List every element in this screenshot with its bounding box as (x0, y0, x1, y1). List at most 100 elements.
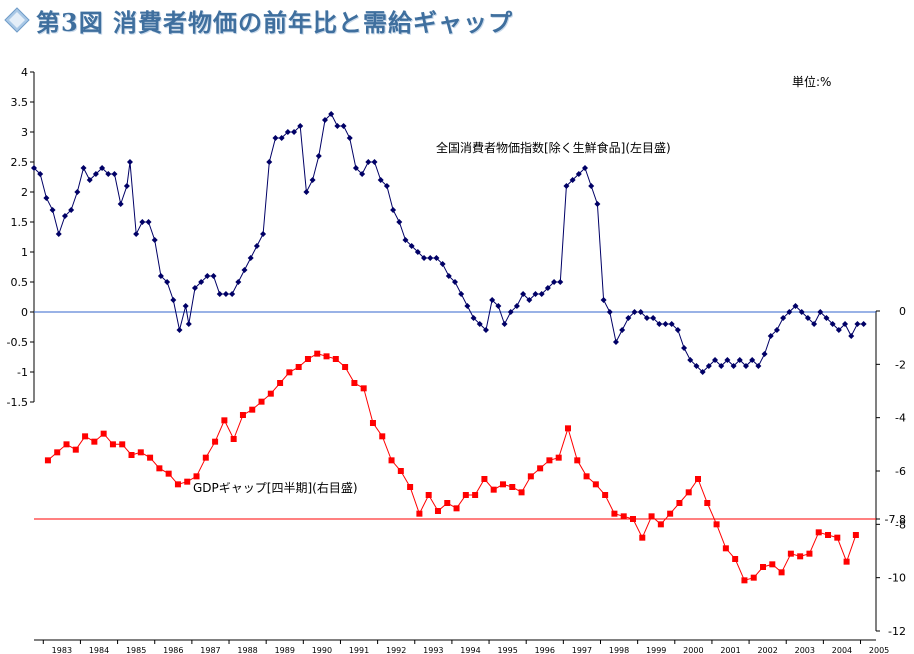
gdp-gap-point (834, 534, 841, 541)
right-tick-label: -8 (895, 518, 906, 531)
x-tick-label: 2002 (757, 646, 777, 654)
cpi-point (37, 171, 44, 177)
cpi-point (365, 159, 372, 165)
series-layer (31, 111, 867, 584)
cpi-point (321, 117, 328, 123)
cpi-point (749, 357, 756, 363)
x-tick-label: 1987 (200, 646, 220, 654)
cpi-point (176, 327, 183, 333)
gdp-gap-point (564, 425, 571, 432)
cpi-point (377, 177, 384, 183)
gdp-gap-point (583, 473, 590, 480)
gdp-gap-point (676, 500, 683, 506)
cpi-point (235, 279, 242, 285)
cpi-point (126, 159, 133, 165)
gdp-gap-point (732, 556, 739, 562)
cpi-point (705, 363, 712, 369)
cpi-point (551, 279, 558, 285)
cpi-point (222, 291, 229, 297)
gdp-gap-point (574, 457, 581, 464)
cpi-point (49, 207, 56, 213)
cpi-point (594, 201, 601, 207)
cpi-point (182, 303, 189, 309)
gdp-gap-point (221, 417, 228, 424)
cpi-point (482, 327, 489, 333)
cpi-point (164, 279, 171, 285)
cpi-point (414, 249, 421, 255)
cpi-point (191, 285, 198, 291)
gdp-gap-point (490, 486, 497, 493)
cpi-point (309, 177, 316, 183)
cpi-point (773, 327, 780, 333)
gdp-gap-point (332, 356, 339, 362)
left-tick-label: 3.5 (11, 96, 29, 109)
cpi-point (860, 321, 867, 327)
gdp-gap-point (555, 454, 562, 461)
gdp-gap-point (434, 508, 441, 514)
gdp-gap-point (165, 470, 172, 477)
cpi-point (80, 165, 87, 171)
cpi-point (396, 219, 403, 225)
cpi-point (99, 165, 106, 171)
gdp-gap-point (174, 481, 181, 488)
gdp-gap-series-label: GDPギャップ[四半期](右目盛) (193, 480, 358, 495)
x-tick-label: 1997 (572, 646, 592, 654)
gdp-gap-point (212, 438, 219, 445)
cpi-point (303, 189, 310, 195)
cpi-point (139, 219, 146, 225)
cpi-point (798, 309, 805, 315)
left-tick-label: 1 (21, 246, 28, 259)
gdp-gap-point (537, 465, 544, 472)
cpi-point (43, 195, 50, 201)
cpi-point (507, 309, 514, 315)
x-tick-label: 1999 (646, 646, 666, 654)
cpi-point (600, 297, 607, 303)
gdp-gap-point (202, 454, 209, 461)
cpi-point (185, 321, 192, 327)
cpi-point (829, 321, 836, 327)
cpi-point (445, 273, 452, 279)
gdp-gap-point (156, 465, 163, 472)
cpi-point (606, 309, 613, 315)
cpi-point (204, 273, 211, 279)
gdp-gap-point (407, 484, 414, 490)
gdp-gap-point (230, 436, 237, 442)
cpi-point (668, 321, 675, 327)
cpi-point (730, 363, 737, 369)
cpi-point (359, 171, 366, 177)
cpi-point (681, 345, 688, 351)
gdp-gap-point (825, 532, 832, 538)
right-tick-label: -12 (888, 625, 906, 638)
gdp-gap-point (369, 420, 376, 426)
cpi-point (260, 231, 267, 237)
cpi-point (61, 213, 68, 219)
x-tick-label: 1994 (460, 646, 480, 654)
left-tick-label: 1.5 (11, 216, 29, 229)
cpi-point (452, 279, 458, 285)
gdp-gap-point (472, 492, 479, 498)
cpi-point (421, 255, 428, 261)
gdp-gap-point (648, 513, 655, 520)
gdp-gap-point (806, 550, 813, 557)
cpi-point (74, 189, 81, 195)
gdp-gap-point (481, 476, 488, 482)
cpi-point (458, 291, 465, 297)
cpi-series (31, 111, 867, 375)
cpi-point (427, 255, 434, 261)
cpi-point (216, 291, 223, 297)
cpi-point (334, 123, 341, 129)
cpi-point (495, 303, 502, 309)
cpi-point (637, 309, 644, 315)
gdp-gap-point (314, 350, 321, 357)
gdp-gap-point (713, 521, 720, 528)
gdp-gap-point (499, 481, 506, 488)
gdp-gap-point (91, 438, 98, 445)
right-tick-label: -7.8 (885, 513, 906, 526)
cpi-point (544, 285, 551, 291)
x-tick-label: 2005 (869, 646, 889, 654)
cpi-point (340, 123, 347, 129)
cpi-point (476, 321, 483, 327)
cpi-point (470, 315, 477, 321)
gdp-gap-point (304, 356, 311, 362)
cpi-point (786, 309, 793, 315)
